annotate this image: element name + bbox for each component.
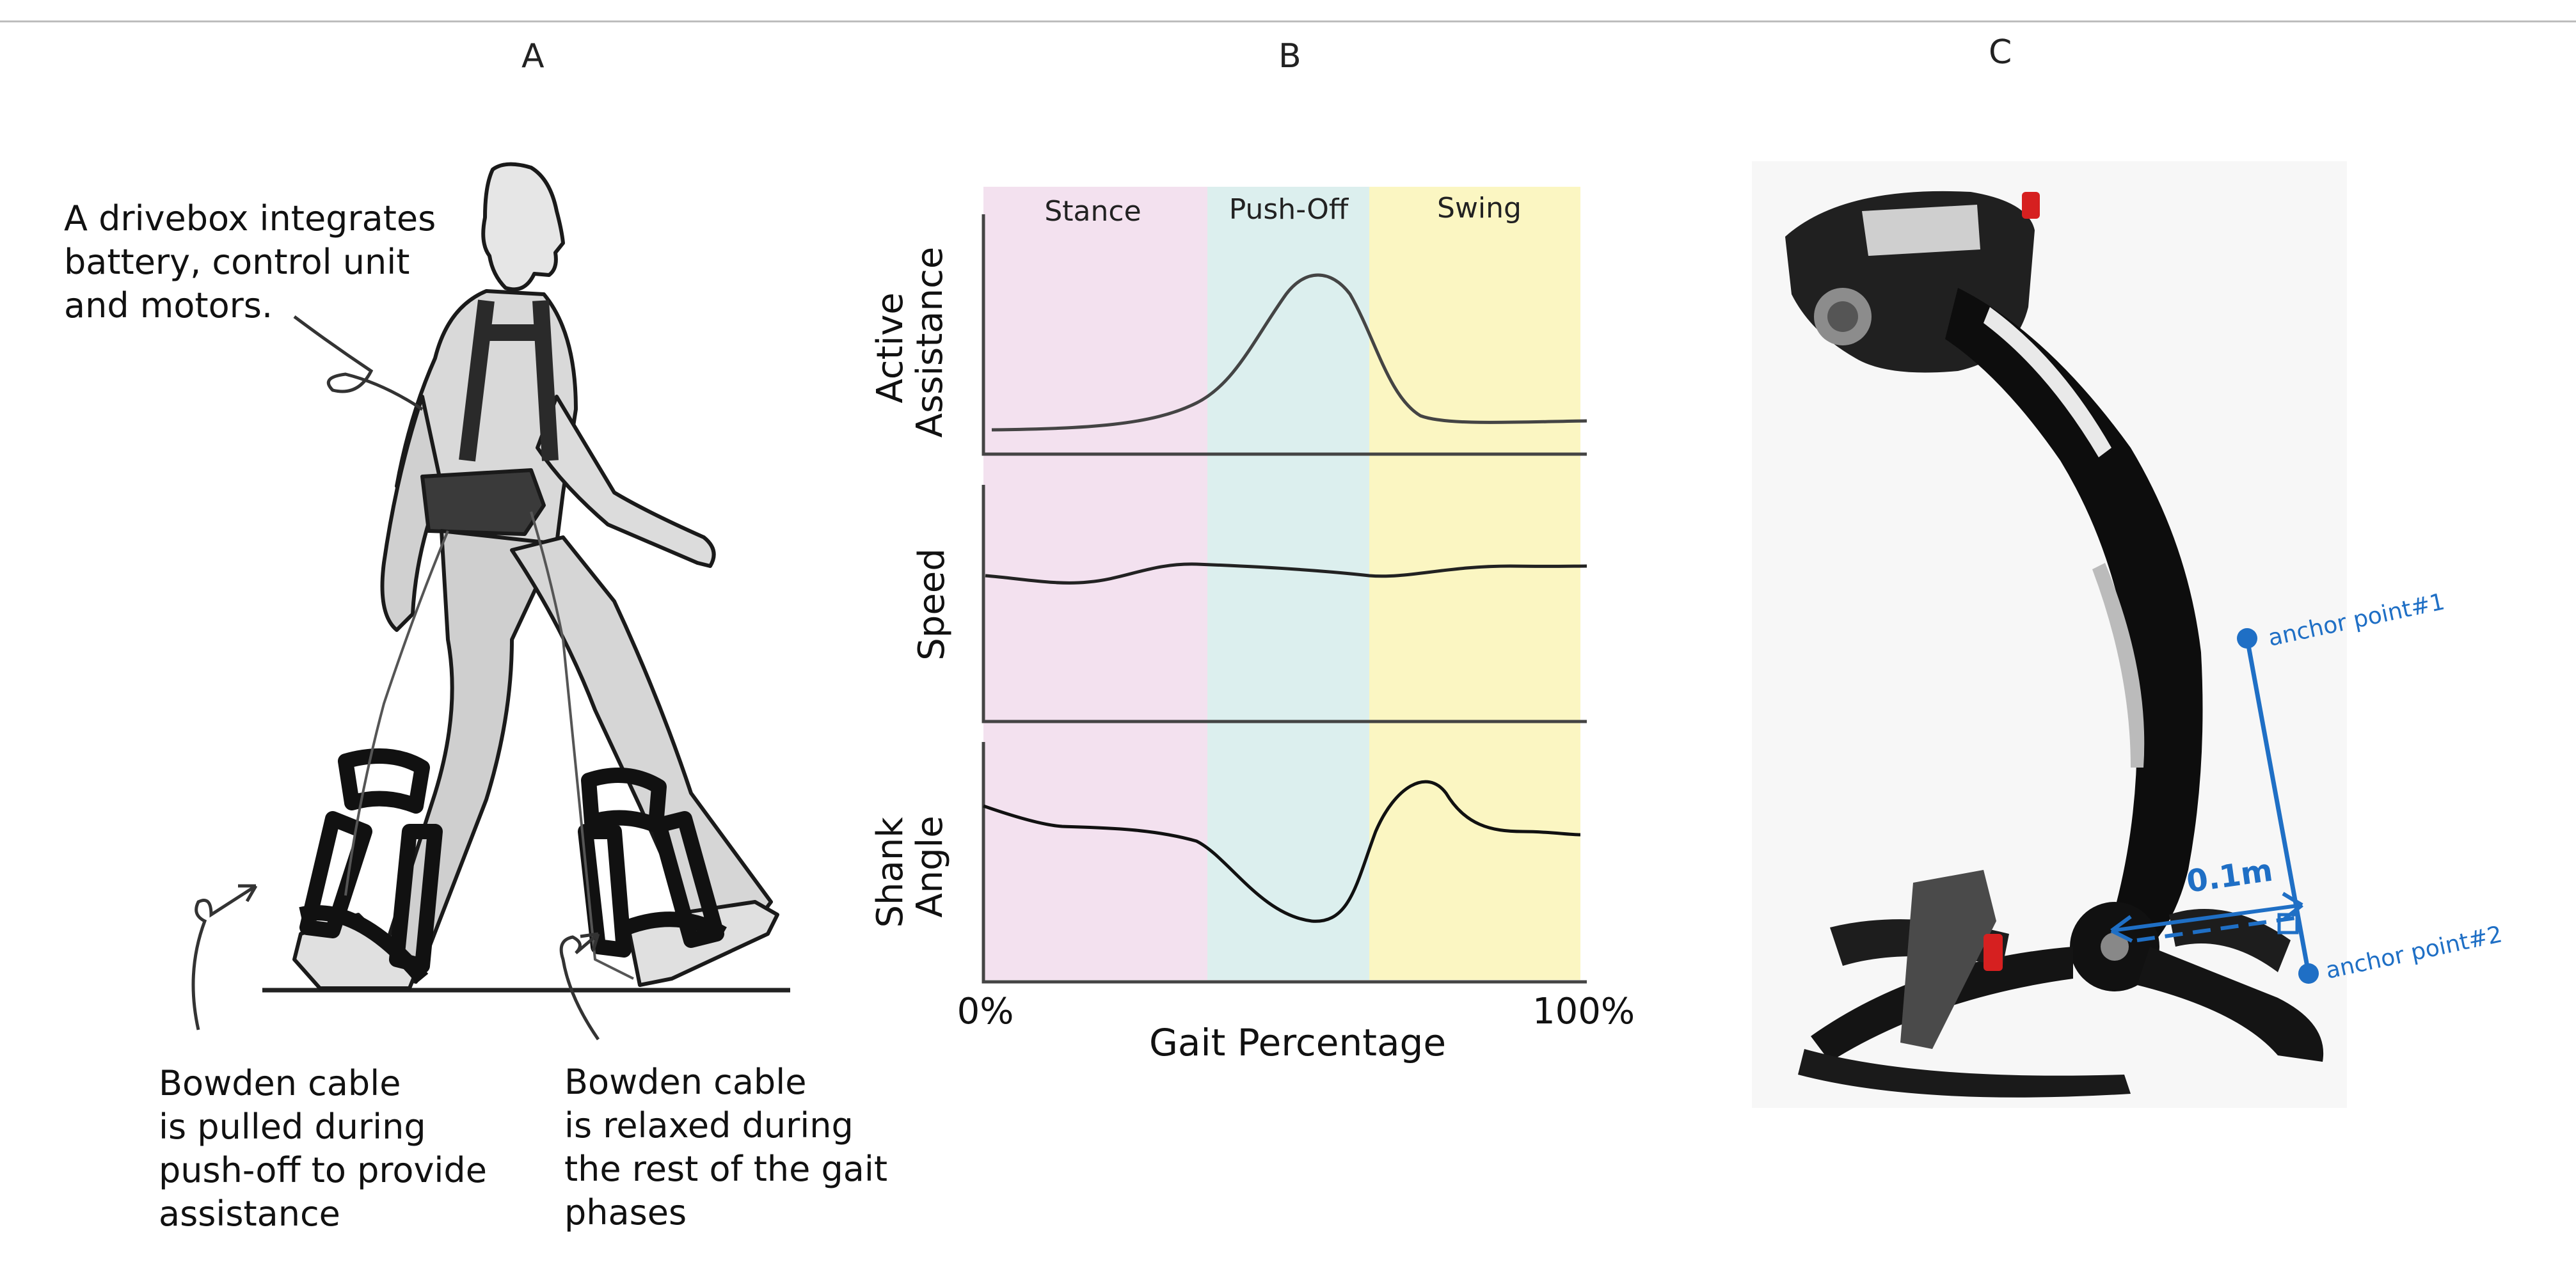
annotation-arrows (191, 315, 600, 1041)
phase-label-stance: Stance (1044, 195, 1141, 228)
row-label-shank-angle: Shank Angle (870, 805, 951, 927)
right-angle-mark (2277, 913, 2299, 935)
x-axis-end: 100% (1532, 991, 1635, 1032)
active-assistance-curve (991, 273, 1587, 432)
anchor-point-1-marker (2237, 628, 2257, 649)
row-label-speed: Speed (911, 548, 953, 661)
phase-label-push-off: Push-Off (1229, 193, 1349, 226)
anchor-point-2-marker (2298, 963, 2319, 984)
anchor-point-2-label: anchor point#2 (2323, 921, 2504, 984)
swing-band (1369, 187, 1580, 980)
panel-label-c: C (1989, 33, 2012, 72)
distance-line (2111, 903, 2303, 933)
cable-pulled-annotation: Bowden cable is pulled during push-off t… (159, 1063, 487, 1234)
speed-curve (985, 562, 1587, 585)
phase-label-swing: Swing (1437, 192, 1522, 225)
panel-label-b: B (1278, 37, 1301, 75)
top-rule (0, 20, 2576, 22)
ankle-exoskeleton-device (1785, 191, 2324, 1098)
drivebox-annotation: A drivebox integrates battery, control u… (64, 198, 436, 326)
shank-angle-curve (983, 780, 1581, 923)
x-axis-title: Gait Percentage (1149, 1021, 1446, 1064)
panel-label-a: A (521, 37, 545, 75)
push-off-band (1207, 187, 1369, 980)
measurement-overlay (2110, 628, 2319, 984)
row-label-active-assistance: Active Assistance (870, 247, 951, 438)
row-axes (982, 214, 1587, 984)
stance-band (983, 187, 1207, 980)
cable-relaxed-annotation: Bowden cable is relaxed during the rest … (564, 1062, 888, 1233)
x-axis-start: 0% (957, 991, 1014, 1032)
walking-person-figure (292, 162, 779, 990)
